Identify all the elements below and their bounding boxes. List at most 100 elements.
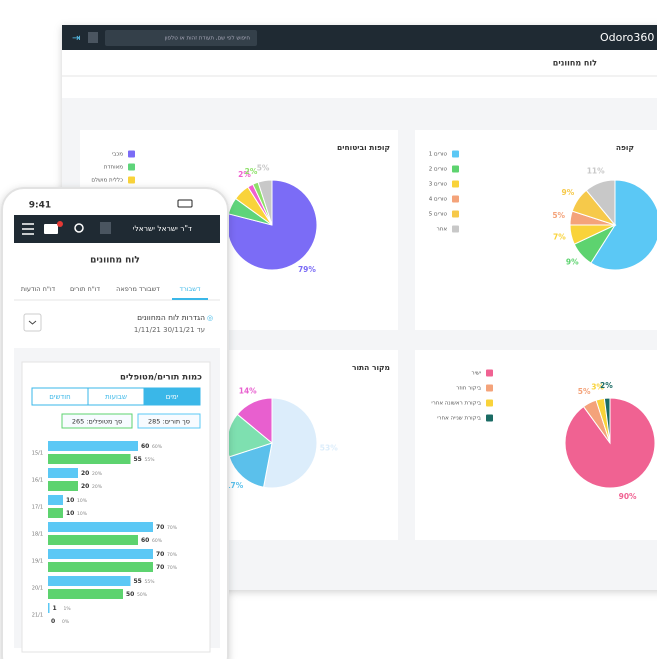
settings-title[interactable]: הגדרות לוח המחוונים xyxy=(137,313,205,322)
bar-percent: 20% xyxy=(92,471,103,477)
bar-percent: 1% xyxy=(64,606,72,612)
pie-slice xyxy=(590,179,657,271)
pie-slice xyxy=(257,179,273,226)
search-icon[interactable] xyxy=(74,223,84,233)
bar-value: 10 xyxy=(66,497,74,504)
page-title: לוח מחוונים xyxy=(553,59,597,68)
legend-label: מאוחדת xyxy=(104,165,123,171)
bar-value: 70 xyxy=(156,524,164,531)
slice-label: 53% xyxy=(320,443,338,452)
legend-label: ביקורת ראשונה אחרי xyxy=(431,401,481,407)
chevron xyxy=(28,320,37,325)
collapse-button[interactable] xyxy=(23,313,42,332)
category-label: 20/1 xyxy=(32,586,43,592)
logo: Odoro360 xyxy=(600,31,654,44)
slice-label: 2% xyxy=(238,170,251,179)
bar xyxy=(48,576,131,586)
slice-label: 7% xyxy=(553,232,566,241)
bar xyxy=(48,535,138,545)
bar xyxy=(48,522,153,532)
slice-label: 11% xyxy=(587,166,605,175)
legend-swatch xyxy=(486,414,493,422)
total-label: סך תורים: 285 xyxy=(148,418,190,426)
category-label: 18/1 xyxy=(32,532,43,538)
menu-icon[interactable] xyxy=(22,223,34,235)
date-range: 1/11/21 עד 30/11/21 xyxy=(134,326,205,334)
legend-label: 4 טורים xyxy=(429,197,448,203)
bar-percent: 50% xyxy=(137,592,148,598)
slice-label: 9% xyxy=(566,258,579,267)
bar-value: 0 xyxy=(51,618,55,625)
status-time: 9:41 xyxy=(29,201,51,211)
slice-label: 17% xyxy=(225,481,243,490)
slice-label: 5% xyxy=(578,387,591,396)
tab[interactable]: דו"ח תורים xyxy=(70,285,101,293)
slice-label: 79% xyxy=(298,265,316,274)
pie-slice xyxy=(603,397,611,444)
bar-value: 55 xyxy=(134,578,142,585)
bar-value: 55 xyxy=(134,456,142,463)
bar-value: 70 xyxy=(156,564,164,571)
bar-value: 10 xyxy=(66,510,74,517)
user-name[interactable]: ד"ר ישראל ישראלי xyxy=(133,224,192,233)
legend-label: ביקור חוזר xyxy=(456,386,481,392)
bar xyxy=(48,481,78,491)
bar-value: 70 xyxy=(156,551,164,558)
bar-percent: 0% xyxy=(62,619,70,625)
tab[interactable]: דשבורד xyxy=(180,285,201,293)
battery-icon xyxy=(177,199,193,208)
mail-badge xyxy=(57,221,63,227)
bar-percent: 60% xyxy=(152,444,163,450)
bar-value: 20 xyxy=(81,470,89,477)
search-box[interactable] xyxy=(105,30,257,46)
logout-icon[interactable]: ⇥ xyxy=(72,33,80,44)
legend-label: כללית מושלם xyxy=(91,177,123,184)
total-label: סך מטופלים: 265 xyxy=(72,418,122,426)
bar-percent: 70% xyxy=(167,525,178,531)
category-label: 16/1 xyxy=(32,478,43,484)
slice-label: 14% xyxy=(239,386,257,395)
bar xyxy=(48,589,123,599)
period-label: ימים xyxy=(166,393,179,401)
bar xyxy=(48,454,131,464)
category-label: 21/1 xyxy=(32,613,43,619)
slice-label: 5% xyxy=(552,211,565,220)
bar-percent: 60% xyxy=(152,538,163,544)
legend-label: 5 טורים xyxy=(429,212,448,218)
mail-icon[interactable] xyxy=(44,224,58,234)
bar xyxy=(48,441,138,451)
bar xyxy=(48,495,63,505)
chart-title: כמות תורים/מטופלים xyxy=(120,373,202,383)
search-placeholder: חיפוש לפי שם, תעודת זהות או טלפון xyxy=(165,35,251,42)
chart-card xyxy=(21,361,211,653)
bar-percent: 55% xyxy=(145,579,156,585)
slice-label: 5% xyxy=(257,164,270,173)
period-label: חודשים xyxy=(49,393,70,401)
bar-percent: 70% xyxy=(167,565,178,571)
info-icon[interactable] xyxy=(100,222,111,234)
settings-icon: ◎ xyxy=(207,314,213,322)
pie-slice xyxy=(236,397,273,445)
slice-label: 90% xyxy=(619,492,637,501)
legend-swatch xyxy=(486,369,493,377)
period-button[interactable] xyxy=(31,387,89,406)
bar xyxy=(48,549,153,559)
period-label: שבועות xyxy=(105,393,127,401)
legend-swatch xyxy=(452,210,459,218)
mobile-title: לוח מחוונים xyxy=(90,256,140,266)
slice-label: 2% xyxy=(245,167,258,176)
card-title: קופות וביטוחים xyxy=(337,143,390,152)
legend-label: אחר xyxy=(437,227,448,233)
legend-label: ישיר xyxy=(472,371,481,377)
bar-percent: 10% xyxy=(77,511,88,517)
slice-label: 2% xyxy=(600,381,613,390)
bar-percent: 55% xyxy=(145,457,156,463)
tab[interactable]: דשבורד מרפאה xyxy=(116,285,160,293)
slice-label: 3% xyxy=(591,382,604,391)
pie-slice xyxy=(228,442,273,488)
pie-slice xyxy=(226,179,318,271)
bar-value: 60 xyxy=(141,443,149,450)
info-icon[interactable] xyxy=(88,32,98,43)
category-label: 15/1 xyxy=(32,451,43,457)
tab[interactable]: דו"ח הודעות xyxy=(21,285,56,293)
